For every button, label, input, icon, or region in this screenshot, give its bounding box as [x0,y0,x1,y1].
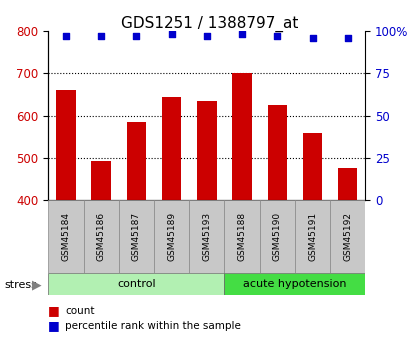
Text: GSM45187: GSM45187 [132,212,141,261]
Point [133,33,140,39]
Text: GSM45193: GSM45193 [202,212,211,261]
Bar [260,200,295,273]
Bar [92,161,111,200]
Bar [197,101,217,200]
Point [309,35,316,41]
Text: count: count [65,306,94,315]
Bar [268,105,287,200]
Bar [119,200,154,273]
Bar [338,168,357,200]
Bar [224,273,365,295]
Bar [56,90,76,200]
Text: GSM45192: GSM45192 [343,212,352,261]
Text: GSM45189: GSM45189 [167,212,176,261]
Bar [48,273,224,295]
Text: GSM45188: GSM45188 [238,212,247,261]
Point [239,32,245,37]
Text: acute hypotension: acute hypotension [243,279,346,289]
Text: GSM45184: GSM45184 [61,212,71,261]
Point [274,33,281,39]
Point [98,33,105,39]
Text: GSM45190: GSM45190 [273,212,282,261]
Text: ▶: ▶ [32,278,41,291]
Bar [162,97,181,200]
Point [168,32,175,37]
Text: GSM45186: GSM45186 [97,212,106,261]
Text: ■: ■ [48,304,60,317]
Bar [189,200,224,273]
Text: GDS1251 / 1388797_at: GDS1251 / 1388797_at [121,16,299,32]
Bar [84,200,119,273]
Bar [154,200,189,273]
Text: stress: stress [4,280,37,289]
Bar [303,133,322,200]
Bar [295,200,330,273]
Point [203,33,210,39]
Point [63,33,69,39]
Text: percentile rank within the sample: percentile rank within the sample [65,321,241,331]
Bar [127,122,146,200]
Text: control: control [117,279,156,289]
Bar [48,200,84,273]
Bar [232,73,252,200]
Text: GSM45191: GSM45191 [308,212,317,261]
Bar [330,200,365,273]
Bar [224,200,260,273]
Point [344,35,351,41]
Text: ■: ■ [48,319,60,333]
